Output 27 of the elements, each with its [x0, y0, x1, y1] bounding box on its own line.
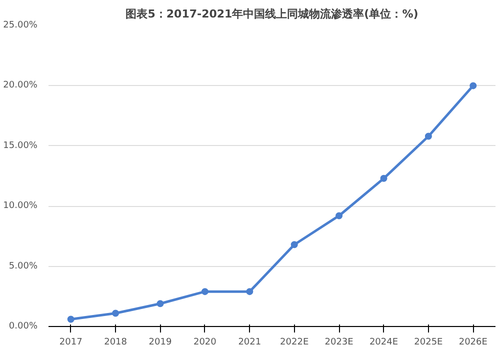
point [201, 288, 208, 296]
point [380, 174, 388, 182]
point [336, 212, 343, 220]
y-tick-label: 10.00% [3, 201, 38, 212]
x-tick-label: 2019 [148, 338, 172, 348]
x-tick-label: 2023E [324, 338, 354, 348]
y-tick-label: 0.00% [8, 322, 38, 332]
chart-title: 图表5：2017-2021年中国线上同城物流渗透率(单位：%) [126, 8, 418, 20]
x-tick-label: 2020 [194, 338, 217, 348]
point [246, 288, 254, 296]
y-tick-label: 20.00% [3, 80, 38, 91]
point [424, 132, 432, 140]
point [290, 241, 298, 248]
point [67, 316, 74, 323]
x-tick-label: 2026E [458, 338, 488, 348]
x-tick-label: 2022E [280, 338, 309, 348]
point [156, 300, 164, 308]
x-tick-label: 2017 [59, 338, 82, 348]
point [470, 82, 477, 90]
x-tick-label: 2024E [369, 338, 398, 348]
y-tick-label: 25.00% [3, 20, 38, 30]
x-tick-label: 2021 [238, 338, 262, 348]
x-tick-label: 2025E [414, 338, 444, 348]
point [112, 310, 120, 317]
y-tick-label: 5.00% [8, 261, 38, 272]
y-tick-label: 15.00% [3, 140, 38, 151]
x-tick-label: 2018 [104, 338, 128, 348]
